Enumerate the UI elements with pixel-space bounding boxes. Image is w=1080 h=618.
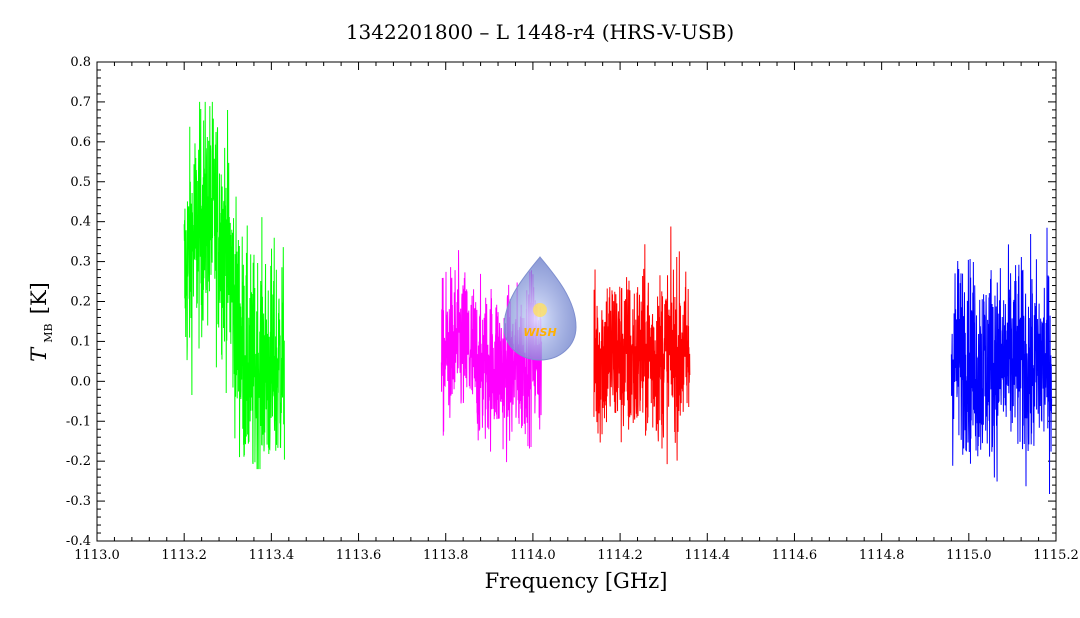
x-tick-label: 1113.4 bbox=[249, 548, 295, 563]
x-tick-label: 1114.8 bbox=[859, 548, 905, 563]
x-tick-label: 1113.2 bbox=[161, 548, 207, 563]
y-axis-label-unit: [K] bbox=[27, 282, 51, 314]
wish-logo-text: WISH bbox=[523, 326, 556, 339]
x-tick-label: 1113.8 bbox=[423, 548, 469, 563]
y-tick-label: 0.0 bbox=[70, 374, 91, 389]
spectrum-series-1 bbox=[183, 101, 285, 470]
y-tick-label: -0.4 bbox=[66, 534, 91, 549]
plot-frame bbox=[96, 61, 1057, 542]
x-axis-label: Frequency [GHz] bbox=[485, 569, 668, 593]
y-tick-labels: -0.4 -0.3 -0.2 -0.1 0.0 0.1 0.2 0.3 0.4 0.5 0.6 0.7… bbox=[66, 55, 91, 549]
y-tick-label: 0.4 bbox=[70, 215, 91, 230]
y-axis-label-symbol: T bbox=[27, 346, 51, 362]
y-tick-label: 0.8 bbox=[70, 55, 91, 70]
plot-area: WISH bbox=[96, 61, 1057, 542]
y-tick-label: -0.3 bbox=[66, 494, 91, 509]
y-tick-label: 0.7 bbox=[70, 95, 91, 110]
y-tick-label: 0.6 bbox=[70, 135, 91, 150]
series-group bbox=[183, 101, 1053, 495]
y-tick-label: 0.2 bbox=[70, 295, 91, 310]
x-tick-label: 1115.0 bbox=[946, 548, 992, 563]
spectrum-series-4 bbox=[950, 227, 1053, 495]
chart-title: 1342201800 – L 1448-r4 (HRS-V-USB) bbox=[346, 20, 734, 44]
star-icon bbox=[533, 303, 547, 317]
x-tick-label: 1113.6 bbox=[336, 548, 382, 563]
x-tick-label: 1113.0 bbox=[74, 548, 120, 563]
x-tick-label: 1114.2 bbox=[597, 548, 643, 563]
y-tick-label: -0.2 bbox=[66, 454, 91, 469]
x-tick-label: 1114.0 bbox=[510, 548, 556, 563]
x-tick-label: 1115.2 bbox=[1033, 548, 1079, 563]
svg-text:T MB [K]: T MB [K] bbox=[27, 282, 56, 362]
spectrum-series-3 bbox=[593, 226, 691, 465]
wish-logo: WISH bbox=[503, 256, 577, 361]
spectrum-series-2 bbox=[440, 250, 543, 463]
y-tick-label: -0.1 bbox=[66, 414, 91, 429]
x-tick-label: 1114.6 bbox=[772, 548, 818, 563]
y-tick-label: 0.3 bbox=[70, 255, 91, 270]
y-tick-label: 0.5 bbox=[70, 175, 91, 190]
axis-ticks bbox=[96, 61, 1057, 542]
x-tick-label: 1114.4 bbox=[685, 548, 731, 563]
y-tick-label: 0.1 bbox=[70, 334, 91, 349]
x-tick-labels: 1113.0 1113.2 1113.4 1113.6 1113.8 1114.0 1114… bbox=[74, 548, 1079, 563]
y-axis-label: T MB [K] bbox=[27, 282, 56, 362]
y-axis-label-subscript: MB bbox=[42, 323, 55, 342]
